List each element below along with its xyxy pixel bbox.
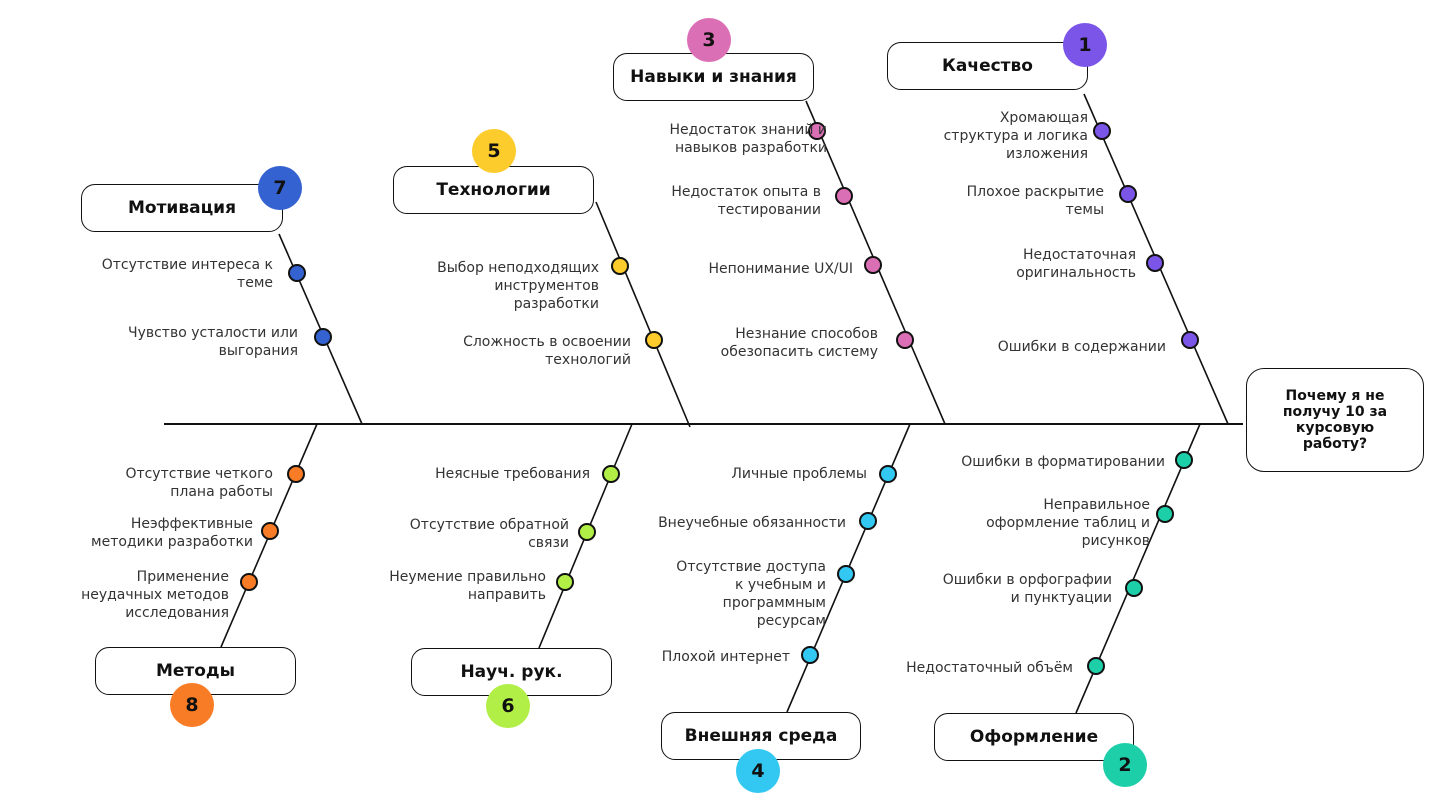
- cause-marker: [577, 522, 596, 541]
- cause-marker: [286, 464, 305, 483]
- cause-marker: [895, 330, 914, 349]
- cause-label: Неясные требования: [435, 466, 590, 482]
- cause-marker: [858, 511, 877, 530]
- cause-label: Хромающая структура и логика изложения: [943, 110, 1088, 162]
- category-box-metody: Методы: [95, 647, 296, 695]
- cause-marker: [555, 572, 574, 591]
- cause-label: Отсутствие обратной связи: [409, 517, 569, 551]
- cause-marker: [1124, 578, 1143, 597]
- cause-marker: [878, 464, 897, 483]
- category-box-oformlenie: Оформление: [934, 713, 1134, 761]
- cause-label: Ошибки в содержании: [997, 339, 1166, 355]
- category-number-badge: 7: [258, 166, 302, 210]
- cause-label: Личные проблемы: [731, 466, 867, 482]
- category-number-badge: 1: [1063, 23, 1107, 67]
- cause-marker: [834, 186, 853, 205]
- cause-marker: [1155, 504, 1174, 523]
- cause-label: Плохой интернет: [661, 649, 790, 665]
- cause-marker: [1180, 330, 1199, 349]
- cause-label: Плохое раскрытие темы: [966, 184, 1104, 218]
- cause-label: Ошибки в форматировании: [961, 454, 1165, 470]
- cause-label: Непонимание UX/UI: [708, 261, 854, 277]
- cause-label: Отсутствие доступа к учебным и программн…: [676, 559, 826, 629]
- cause-label: Неэффективные методики разработки: [91, 516, 253, 550]
- category-title: Методы: [155, 661, 236, 681]
- rib-tehnologii: [595, 201, 691, 428]
- cause-label: Применение неудачных методов исследовани…: [81, 569, 229, 621]
- cause-label: Чувство усталости или выгорания: [127, 325, 298, 359]
- cause-marker: [1145, 253, 1164, 272]
- category-number-badge: 2: [1103, 743, 1147, 787]
- cause-label: Сложность в освоении технологий: [463, 334, 631, 368]
- cause-label: Недостаточный объём: [906, 660, 1073, 676]
- cause-label: Ошибки в орфографии и пунктуации: [942, 572, 1112, 606]
- category-title: Технологии: [436, 180, 551, 200]
- category-number-badge: 4: [736, 749, 780, 793]
- category-box-kachestvo: Качество: [887, 42, 1088, 90]
- cause-label: Отсутствие четкого плана работы: [125, 466, 273, 500]
- problem-head: Почему я не получу 10 за курсовую работу…: [1246, 368, 1424, 472]
- cause-marker: [601, 464, 620, 483]
- category-title: Мотивация: [127, 198, 237, 218]
- cause-label: Неправильное оформление таблиц и рисунко…: [986, 497, 1150, 549]
- cause-label: Неумение правильно направить: [389, 569, 546, 603]
- cause-label: Внеучебные обязанности: [658, 515, 846, 531]
- category-number-badge: 5: [472, 129, 516, 173]
- cause-marker: [863, 255, 882, 274]
- cause-label: Выбор неподходящих инструментов разработ…: [437, 260, 599, 312]
- cause-marker: [800, 645, 819, 664]
- category-title: Навыки и знания: [630, 67, 797, 87]
- category-box-motivatsiya: Мотивация: [81, 184, 283, 232]
- category-title: Качество: [942, 56, 1033, 76]
- category-title: Науч. рук.: [460, 662, 563, 682]
- category-number-badge: 8: [170, 683, 214, 727]
- problem-text: Почему я не получу 10 за курсовую работу…: [1282, 388, 1388, 452]
- cause-marker: [1092, 121, 1111, 140]
- category-box-tehnologii: Технологии: [393, 166, 594, 214]
- cause-marker: [1086, 656, 1105, 675]
- cause-marker: [807, 121, 826, 140]
- cause-marker: [287, 263, 306, 282]
- cause-marker: [313, 327, 332, 346]
- cause-marker: [1174, 450, 1193, 469]
- cause-label: Недостаток знаний и навыков разработки: [669, 122, 827, 156]
- category-title: Оформление: [969, 727, 1099, 747]
- cause-label: Отсутствие интереса к теме: [101, 257, 273, 291]
- category-number-badge: 6: [486, 684, 530, 728]
- cause-marker: [260, 521, 279, 540]
- category-box-nauchruk: Науч. рук.: [411, 648, 612, 696]
- cause-label: Недостаточная оригинальность: [1016, 247, 1136, 281]
- cause-marker: [836, 564, 855, 583]
- cause-marker: [610, 256, 629, 275]
- cause-label: Незнание способов обезопасить систему: [720, 326, 878, 360]
- cause-marker: [1118, 184, 1137, 203]
- cause-marker: [644, 330, 663, 349]
- cause-label: Недостаток опыта в тестировании: [671, 184, 821, 218]
- category-number-badge: 3: [687, 18, 731, 62]
- category-title: Внешняя среда: [684, 726, 838, 746]
- cause-marker: [239, 572, 258, 591]
